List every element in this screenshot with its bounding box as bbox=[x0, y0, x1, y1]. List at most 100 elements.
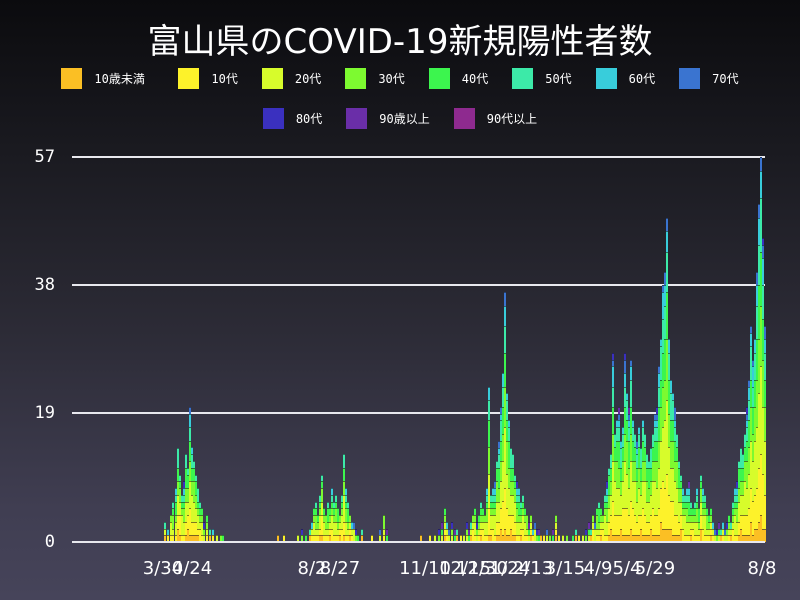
bar bbox=[203, 521, 205, 542]
bar-segment bbox=[498, 440, 500, 448]
bar-segment bbox=[684, 508, 686, 515]
bar-segment bbox=[494, 488, 496, 495]
bar bbox=[472, 515, 474, 542]
bar-segment bbox=[752, 460, 754, 502]
bar-segment bbox=[506, 535, 508, 542]
bar-segment bbox=[660, 339, 662, 347]
bar-segment bbox=[516, 488, 518, 495]
bar bbox=[670, 379, 672, 542]
bar-segment bbox=[734, 515, 736, 536]
bar-segment bbox=[476, 521, 478, 529]
bar-segment bbox=[347, 535, 349, 542]
legend-item-60s: 60代 bbox=[595, 68, 655, 89]
bar bbox=[746, 406, 748, 542]
bar-segment bbox=[702, 528, 704, 542]
bar-segment bbox=[692, 521, 694, 529]
bar-segment bbox=[630, 359, 632, 367]
bar bbox=[496, 461, 498, 542]
bar-segment bbox=[600, 515, 602, 522]
bar-segment bbox=[616, 427, 618, 441]
bar-segment bbox=[349, 528, 351, 536]
bar-segment bbox=[764, 325, 766, 340]
bar-segment bbox=[696, 535, 698, 542]
legend-row-2: 80代 90歳以上 90代以上 bbox=[0, 108, 800, 129]
bar-segment bbox=[386, 528, 388, 536]
bar-segment bbox=[185, 535, 187, 542]
bar bbox=[668, 339, 670, 542]
bar-segment bbox=[199, 521, 201, 529]
bar-segment bbox=[331, 494, 333, 502]
bar-segment bbox=[756, 379, 758, 428]
bar-segment bbox=[185, 501, 187, 522]
bar-segment bbox=[670, 440, 672, 468]
bar-segment bbox=[187, 501, 189, 515]
bar-segment bbox=[620, 515, 622, 529]
bar bbox=[331, 488, 333, 542]
bar-segment bbox=[164, 528, 166, 536]
bar-segment bbox=[175, 515, 177, 522]
bar-segment bbox=[177, 528, 179, 542]
bar-segment bbox=[638, 433, 640, 448]
bar-segment bbox=[444, 521, 446, 529]
bar-segment bbox=[632, 440, 634, 461]
bar bbox=[277, 535, 279, 542]
bar-segment bbox=[674, 460, 676, 482]
bar-segment bbox=[315, 535, 317, 542]
bar bbox=[726, 521, 728, 542]
bar-segment bbox=[185, 454, 187, 468]
bar-segment bbox=[760, 170, 762, 198]
bar-segment bbox=[420, 535, 422, 542]
bar-segment bbox=[189, 508, 191, 536]
legend-item-70s: 70代 bbox=[679, 68, 739, 89]
bar-segment bbox=[514, 474, 516, 482]
bar-segment bbox=[315, 515, 317, 529]
bar-segment bbox=[746, 460, 748, 488]
bar-segment bbox=[728, 535, 730, 542]
bar bbox=[189, 406, 191, 542]
bar-segment bbox=[670, 501, 672, 529]
bar-segment bbox=[740, 494, 742, 515]
bar bbox=[518, 488, 520, 542]
bar-segment bbox=[610, 467, 612, 482]
bar-segment bbox=[315, 528, 317, 536]
bar-segment bbox=[752, 501, 754, 536]
bar-segment bbox=[664, 379, 666, 421]
bar-segment bbox=[654, 515, 656, 536]
bar-segment bbox=[490, 501, 492, 509]
bar-segment bbox=[734, 535, 736, 542]
bar-segment bbox=[758, 521, 760, 542]
bar-segment bbox=[167, 535, 169, 542]
bar bbox=[199, 501, 201, 542]
bar-segment bbox=[305, 535, 307, 542]
bar-segment bbox=[498, 501, 500, 522]
bar-segment bbox=[197, 515, 199, 529]
bar-segment bbox=[644, 433, 646, 448]
bar-segment bbox=[622, 508, 624, 536]
bar-segment bbox=[534, 528, 536, 542]
bar-segment bbox=[319, 535, 321, 542]
bar-segment bbox=[600, 535, 602, 542]
legend-label: 90代以上 bbox=[486, 112, 538, 126]
bar-segment bbox=[530, 515, 532, 522]
bar-segment bbox=[528, 521, 530, 529]
bar-segment bbox=[482, 528, 484, 542]
bar bbox=[195, 474, 197, 542]
bar-segment bbox=[616, 515, 618, 536]
bar-segment bbox=[734, 501, 736, 509]
bar-segment bbox=[674, 535, 676, 542]
bar-segment bbox=[618, 413, 620, 421]
x-tick: 4/9 bbox=[583, 558, 613, 579]
bar bbox=[216, 535, 218, 542]
bar-segment bbox=[688, 521, 690, 536]
bar-segment bbox=[333, 535, 335, 542]
bar-segment bbox=[506, 420, 508, 441]
bar-segment bbox=[502, 460, 504, 502]
bar-segment bbox=[628, 515, 630, 536]
bar bbox=[220, 535, 222, 542]
bar-segment bbox=[756, 427, 758, 488]
bar-segment bbox=[612, 352, 614, 360]
bar-segment bbox=[718, 528, 720, 536]
bar-segment bbox=[644, 481, 646, 515]
bar-segment bbox=[630, 406, 632, 434]
bar bbox=[724, 528, 726, 542]
